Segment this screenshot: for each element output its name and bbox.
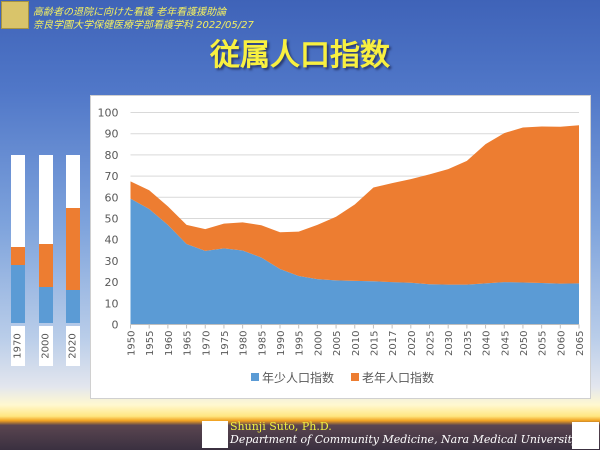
x-tick-label: 1975 <box>220 331 231 356</box>
x-tick-label: 1955 <box>145 331 156 356</box>
logo <box>1 1 29 29</box>
x-tick-label: 2020 <box>407 331 418 356</box>
x-tick-label: 2050 <box>519 331 530 356</box>
x-tick-label: 2065 <box>575 331 586 356</box>
chart: 0 10 20 30 40 50 60 70 80 90 100 1950 1955 1960 1965 19… <box>90 95 591 399</box>
y-tick-label: 60 <box>105 191 119 204</box>
mini-bar-young <box>38 287 53 323</box>
x-tick-label: 1995 <box>295 331 306 356</box>
mini-bar-young <box>66 289 80 323</box>
legend-swatch <box>251 373 259 381</box>
x-tick-label: 1970 <box>201 331 212 356</box>
mini-bar-label: 2000 <box>38 326 53 366</box>
x-tick-label: 2017 <box>388 331 399 356</box>
x-tick-label: 2025 <box>426 331 437 356</box>
y-tick-label: 70 <box>105 170 119 183</box>
x-tick-label: 1980 <box>239 331 250 356</box>
mini-bar-label: 2020 <box>66 326 80 366</box>
x-tick-label: 2010 <box>351 331 362 356</box>
y-tick-label: 50 <box>105 213 119 226</box>
x-tick-label: 1960 <box>164 331 175 356</box>
y-tick-label: 30 <box>105 255 119 268</box>
x-tick-label: 1965 <box>183 331 194 356</box>
x-tick-label: 2030 <box>444 331 455 356</box>
legend-label: 老年人口指数 <box>362 370 434 385</box>
y-tick-label: 20 <box>105 276 119 289</box>
x-tick-label: 2055 <box>538 331 549 356</box>
x-tick-label: 2015 <box>369 331 380 356</box>
y-tick-label: 0 <box>112 319 119 332</box>
author-logo <box>202 421 228 448</box>
x-tick-label: 1985 <box>257 331 268 356</box>
y-tick-label: 40 <box>105 234 119 247</box>
x-tick-label: 2000 <box>313 331 324 356</box>
y-tick-label: 100 <box>98 107 119 120</box>
header-line2: 奈良学園大学保健医療学部看護学科 2022/05/27 <box>33 20 254 31</box>
y-tick-label: 80 <box>105 149 119 162</box>
slide-title: 従属人口指数 <box>210 38 390 73</box>
mini-bar-label: 1970 <box>11 326 25 366</box>
legend-swatch <box>351 373 359 381</box>
x-tick-label: 2060 <box>556 331 567 356</box>
legend-label: 年少人口指数 <box>262 370 334 385</box>
mini-bar-young <box>11 264 25 323</box>
x-tick-label: 1950 <box>127 331 138 356</box>
area-series-2 <box>130 125 579 285</box>
mini-bar-1970 <box>11 155 25 323</box>
mini-bar-2020 <box>66 155 80 323</box>
footer-author: Shunji Suto, Ph.D. <box>230 420 332 433</box>
area-series-1 <box>130 198 579 325</box>
footer-department: Department of Community Medicine, Nara M… <box>230 433 579 446</box>
x-tick-label: 2005 <box>332 331 343 356</box>
x-tick-label: 2040 <box>482 331 493 356</box>
university-logo <box>572 422 599 449</box>
x-tick-label: 2045 <box>500 331 511 356</box>
mini-bar-2000 <box>38 155 53 323</box>
y-tick-label: 90 <box>105 128 119 141</box>
x-tick-label: 1990 <box>276 331 287 356</box>
x-tick-label: 2035 <box>463 331 474 356</box>
y-tick-label: 10 <box>105 297 119 310</box>
header-line1: 高齢者の退院に向けた看護 老年看護援助論 <box>33 7 227 18</box>
